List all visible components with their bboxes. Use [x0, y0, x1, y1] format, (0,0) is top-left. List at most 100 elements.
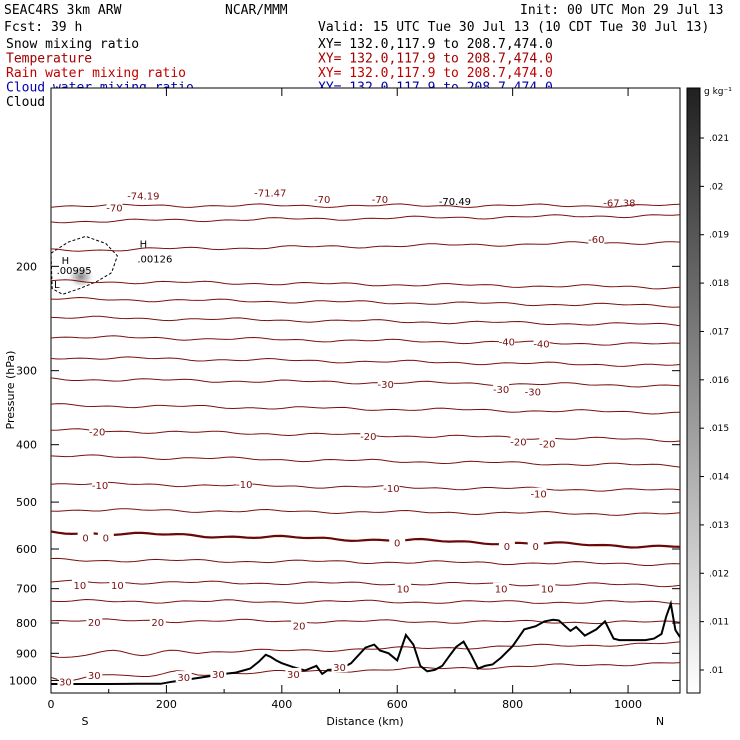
contour-label-bg: [86, 616, 103, 628]
colorbar-unit: g kg⁻¹: [704, 87, 732, 97]
contour-label-bg: [493, 582, 510, 594]
isotherm--50: [51, 296, 680, 308]
field-extremum-label: .00126: [137, 255, 172, 266]
colorbar-tick-label: .017: [709, 327, 729, 337]
contour-label-bg: [92, 479, 109, 491]
contour-label: 20: [151, 618, 164, 629]
contour-label: -10: [530, 490, 546, 501]
contour-label-bg: [395, 582, 412, 594]
contour-label: 10: [495, 585, 508, 596]
x-axis: 0 200 400 600 800 1000: [48, 88, 642, 711]
terrain-line: [51, 599, 680, 685]
contour-label: 10: [397, 585, 410, 596]
isotherm-5: [51, 557, 680, 566]
isotherm--35: [51, 356, 680, 367]
colorbar-tick-label: .014: [709, 473, 729, 483]
contour-label: -10: [92, 481, 108, 492]
colorbar-tick-label: .012: [709, 569, 729, 579]
contour-label-bg: [236, 477, 253, 489]
colorbar-tick-label: .01: [709, 666, 723, 676]
snow-contour: [51, 235, 118, 295]
contour-label-bg: [530, 487, 547, 499]
x-axis-label: Distance (km): [326, 715, 403, 728]
isotherm-0: [51, 530, 680, 549]
contour-label: -20: [510, 437, 526, 448]
contour-label: 30: [88, 671, 101, 682]
x-tick-label: 800: [502, 698, 523, 711]
model-title: SEAC4RS 3km ARW: [4, 3, 122, 18]
contour-label-bg: [360, 430, 377, 442]
contour-label-bg: [527, 539, 544, 551]
endpoint-left-label: S: [82, 715, 89, 728]
contour-label: -60: [588, 235, 604, 246]
contour-label: -70: [106, 203, 122, 214]
contour-label: 0: [394, 538, 400, 549]
contour-label-bg: [331, 661, 348, 673]
contour-label-bg: [71, 578, 88, 590]
init-time: Init: 00 UTC Mon 29 Jul 13: [520, 3, 724, 18]
contour-label: -40: [533, 340, 549, 351]
contour-label-bg: [57, 675, 74, 687]
field-extremum-label: -74.19: [127, 192, 159, 203]
contour-label-bg: [510, 435, 527, 447]
y-tick-label: 700: [16, 583, 37, 596]
field-extremum-label: H: [62, 256, 70, 267]
field-extremum-label: H: [140, 239, 148, 250]
contour-label-bg: [371, 193, 388, 205]
contour-label: 20: [293, 622, 306, 633]
field-extremum-label: .00995: [57, 266, 92, 277]
contour-label: 30: [287, 670, 300, 681]
contour-label-bg: [149, 616, 166, 628]
contour-label-bg: [210, 667, 227, 679]
contour-label-bg: [389, 536, 406, 548]
contour-label: 0: [533, 542, 539, 553]
contour-label: 0: [504, 542, 510, 553]
contour-label: -30: [493, 385, 509, 396]
x-tick-label: 200: [156, 698, 177, 711]
x-tick-label: 400: [271, 698, 292, 711]
contour-label: 0: [82, 534, 88, 545]
contour-label-bg: [291, 619, 308, 631]
isotherm--55: [51, 279, 680, 290]
isotherm--40: [51, 335, 680, 346]
y-tick-label: 1000: [9, 674, 37, 687]
contour-label-bg: [109, 578, 126, 590]
isotherm--65: [51, 214, 680, 224]
colorbar-ticks: .01 .011 .012 .013 .014 .015 .016 .017 .018 .019.…: [700, 134, 729, 676]
contour-label-bg: [97, 531, 114, 543]
forecast-hour: Fcst: 39 h: [4, 20, 82, 35]
y-axis-label: Pressure (hPa): [4, 351, 17, 430]
y-tick-label: 900: [16, 647, 37, 660]
contour-label-bg: [524, 385, 541, 397]
field-extremum-label: -70.49: [439, 197, 471, 208]
contour-label-bg: [377, 378, 394, 390]
plot-frame: [50, 87, 681, 694]
contour-label-bg: [314, 193, 331, 205]
contour-label: 30: [333, 663, 346, 674]
field-extremum-label: -71.47: [254, 188, 286, 199]
contour-label: 0: [103, 534, 109, 545]
contour-label: -20: [89, 427, 105, 438]
contour-label: 30: [177, 673, 190, 684]
isotherm--30: [51, 377, 680, 388]
isotherm-30: [51, 662, 680, 682]
y-tick-label: 500: [16, 496, 37, 509]
isotherm--15: [51, 454, 680, 468]
contour-label: 30: [59, 678, 72, 689]
contour-label: 10: [73, 581, 86, 592]
field-name-1: Temperature: [6, 52, 92, 67]
contour-label: 10: [111, 581, 124, 592]
isotherm--5: [51, 508, 680, 516]
field-xy-0: XY= 132.0,117.9 to 208.7,474.0: [318, 37, 553, 52]
contour-label: -10: [383, 484, 399, 495]
contour-label-bg: [175, 671, 192, 683]
contour-label-bg: [493, 382, 510, 394]
field-extremum-label: L: [54, 280, 60, 291]
contour-label: -30: [378, 380, 394, 391]
contour-label: -40: [499, 338, 515, 349]
contour-label-bg: [498, 335, 515, 347]
colorbar-tick-label: .018: [709, 279, 729, 289]
contour-label: 20: [88, 618, 101, 629]
